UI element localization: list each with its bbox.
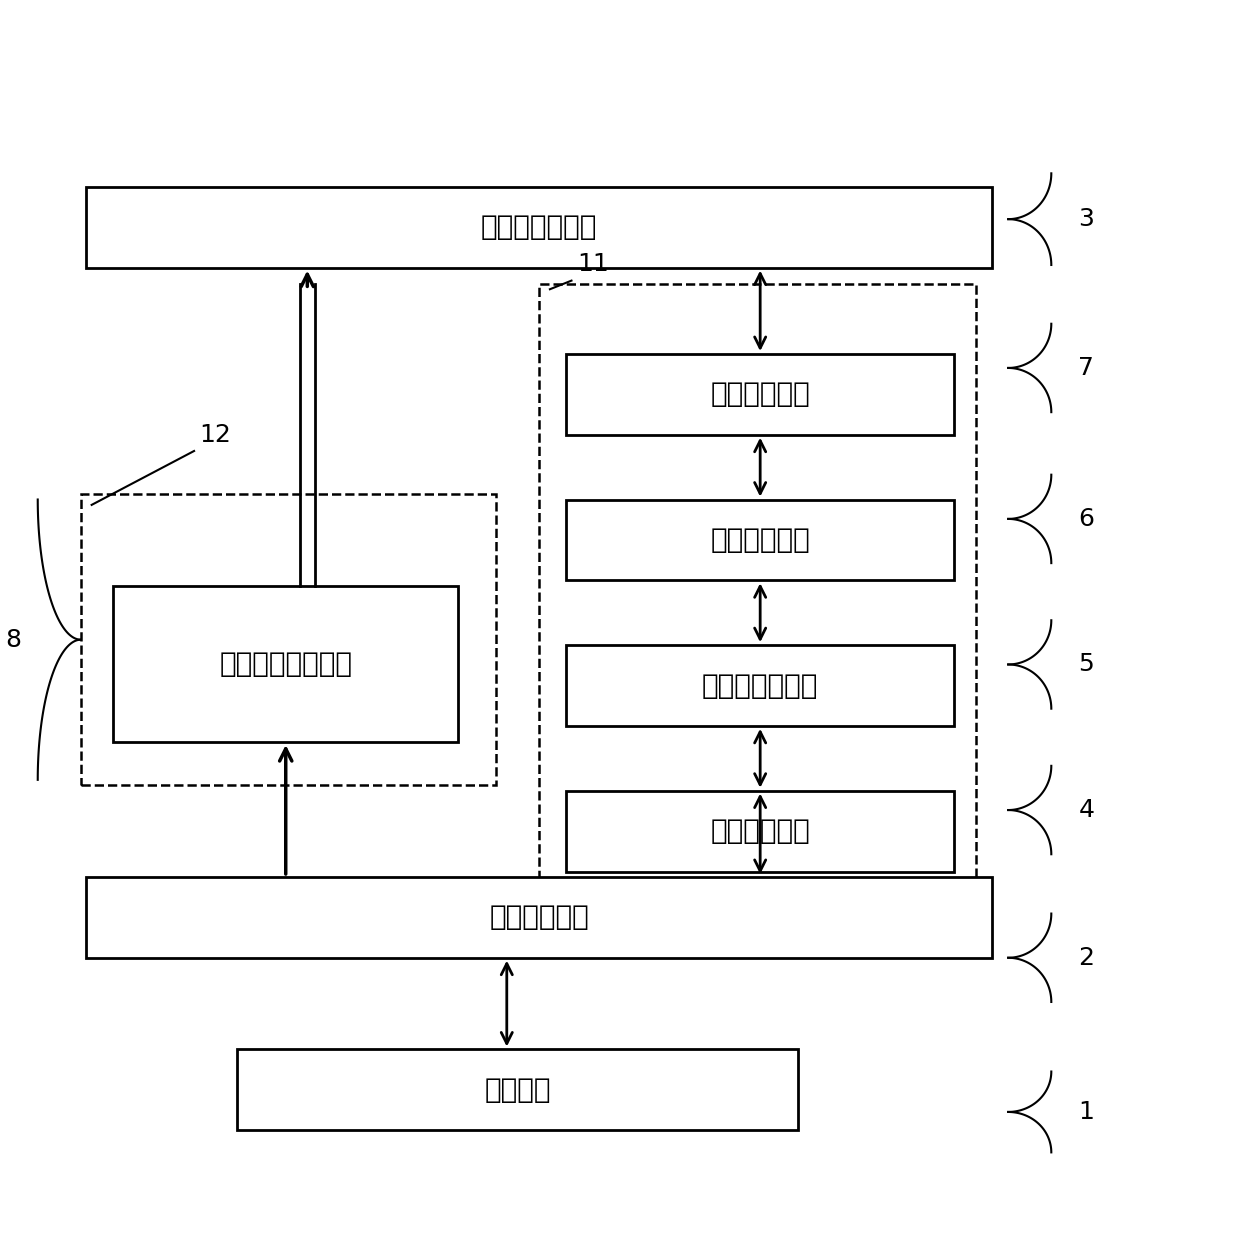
Bar [237,1050,797,1130]
Text: 寄存器匹配模块: 寄存器匹配模块 [702,671,818,700]
Text: 指令解码模块: 指令解码模块 [711,526,810,554]
Bar [567,645,955,726]
Bar [87,877,992,958]
Bar [87,187,992,268]
Text: 7: 7 [1079,355,1094,380]
Text: 1: 1 [1079,1100,1094,1124]
Text: 显示数据控制模块: 显示数据控制模块 [219,650,352,678]
Text: 5: 5 [1079,652,1094,676]
Text: 接口模块: 接口模块 [485,1076,551,1104]
Text: 3: 3 [1079,207,1094,231]
Bar [567,354,955,435]
Text: 4: 4 [1079,798,1094,822]
Text: 8: 8 [5,627,21,652]
Bar [81,494,496,786]
Text: 逻辑配置模块: 逻辑配置模块 [490,903,589,932]
Bar [113,586,459,742]
Text: 指令缓冲模块: 指令缓冲模块 [711,817,810,845]
Text: 12: 12 [200,423,232,446]
Text: 11: 11 [577,252,609,277]
Text: 2: 2 [1079,945,1094,970]
Bar [539,284,976,904]
Bar [567,500,955,580]
Text: 显示寄存器模块: 显示寄存器模块 [481,213,598,241]
Text: 地址计数模块: 地址计数模块 [711,380,810,408]
Bar [567,791,955,872]
Text: 6: 6 [1079,508,1094,531]
